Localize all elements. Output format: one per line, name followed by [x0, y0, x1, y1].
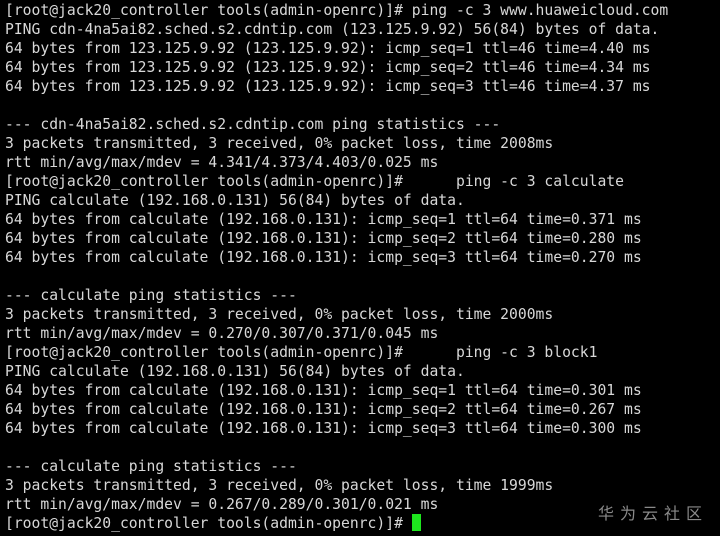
terminal-output[interactable]: [root@jack20_controller tools(admin-open…: [5, 1, 668, 533]
watermark: 华为云社区: [597, 504, 708, 523]
terminal-line: --- cdn-4na5ai82.sched.s2.cdntip.com pin…: [5, 116, 501, 133]
terminal-line: --- calculate ping statistics ---: [5, 287, 297, 304]
terminal-line: [5, 267, 668, 286]
terminal-line: 64 bytes from calculate (192.168.0.131):…: [5, 382, 642, 399]
terminal-line: --- calculate ping statistics ---: [5, 458, 297, 475]
terminal-line: 3 packets transmitted, 3 received, 0% pa…: [5, 135, 554, 152]
cursor: [411, 514, 421, 531]
terminal-line: rtt min/avg/max/mdev = 0.270/0.307/0.371…: [5, 325, 439, 342]
terminal-line: 3 packets transmitted, 3 received, 0% pa…: [5, 306, 554, 323]
terminal-line: PING calculate (192.168.0.131) 56(84) by…: [5, 192, 465, 209]
terminal-line: 64 bytes from calculate (192.168.0.131):…: [5, 230, 642, 247]
terminal-line: 64 bytes from 123.125.9.92 (123.125.9.92…: [5, 40, 651, 57]
terminal-line: 64 bytes from calculate (192.168.0.131):…: [5, 249, 642, 266]
terminal-line: [5, 438, 668, 457]
terminal-prompt-line[interactable]: [root@jack20_controller tools(admin-open…: [5, 514, 668, 533]
terminal-line: PING cdn-4na5ai82.sched.s2.cdntip.com (1…: [5, 21, 660, 38]
terminal-line: [root@jack20_controller tools(admin-open…: [5, 2, 669, 19]
terminal-line: rtt min/avg/max/mdev = 0.267/0.289/0.301…: [5, 496, 439, 513]
terminal-line: 64 bytes from 123.125.9.92 (123.125.9.92…: [5, 59, 651, 76]
terminal-line: 64 bytes from calculate (192.168.0.131):…: [5, 211, 642, 228]
terminal-line: 3 packets transmitted, 3 received, 0% pa…: [5, 477, 554, 494]
prompt: [root@jack20_controller tools(admin-open…: [5, 515, 412, 532]
terminal-line: [5, 96, 668, 115]
terminal-line: [root@jack20_controller tools(admin-open…: [5, 173, 624, 190]
terminal-line: PING calculate (192.168.0.131) 56(84) by…: [5, 363, 465, 380]
terminal-line: 64 bytes from calculate (192.168.0.131):…: [5, 401, 642, 418]
terminal-line: 64 bytes from 123.125.9.92 (123.125.9.92…: [5, 78, 651, 95]
terminal-line: [root@jack20_controller tools(admin-open…: [5, 344, 598, 361]
terminal-line: 64 bytes from calculate (192.168.0.131):…: [5, 420, 642, 437]
terminal-line: rtt min/avg/max/mdev = 4.341/4.373/4.403…: [5, 154, 439, 171]
